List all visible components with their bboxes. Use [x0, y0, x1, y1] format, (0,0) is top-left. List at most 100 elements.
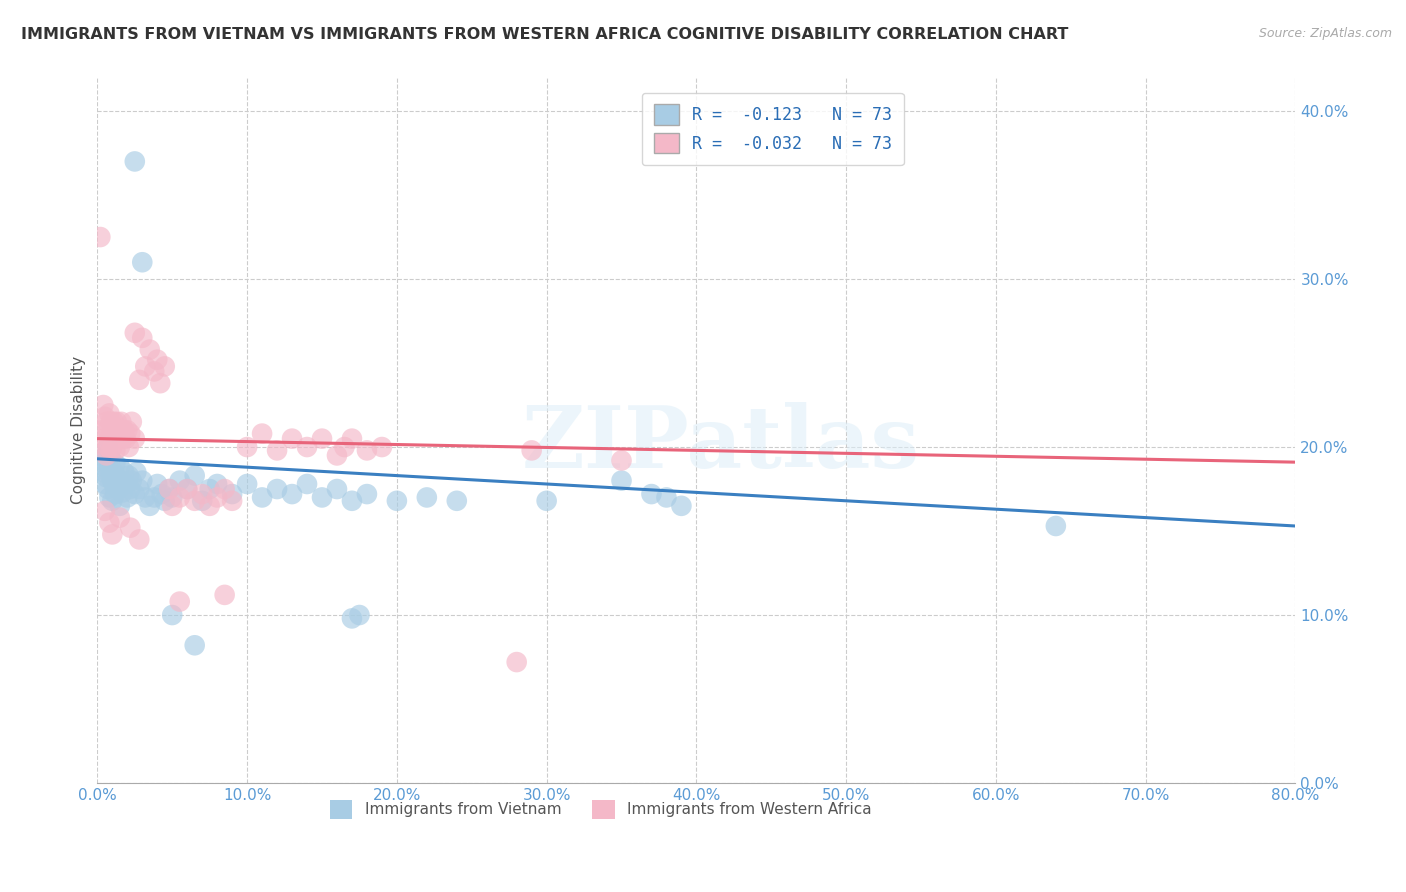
Point — [100, 468, 122, 483]
Point — [107, 432, 129, 446]
Point — [108, 423, 131, 437]
Point — [117, 423, 139, 437]
Point — [98, 406, 121, 420]
Point — [105, 470, 128, 484]
Point — [160, 491, 183, 505]
Point — [153, 493, 176, 508]
Point — [183, 493, 205, 508]
Point — [326, 449, 349, 463]
Point — [94, 409, 117, 424]
Point — [416, 491, 439, 505]
Point — [153, 359, 176, 374]
Point — [97, 482, 120, 496]
Point — [371, 440, 394, 454]
Point — [124, 326, 146, 340]
Point — [103, 477, 125, 491]
Point — [221, 487, 243, 501]
Point — [176, 482, 198, 496]
Point — [157, 482, 180, 496]
Point — [112, 465, 135, 479]
Point — [94, 504, 117, 518]
Point — [101, 474, 124, 488]
Point — [96, 470, 118, 484]
Point — [198, 482, 221, 496]
Point — [340, 493, 363, 508]
Point — [1045, 519, 1067, 533]
Point — [169, 491, 191, 505]
Point — [139, 499, 162, 513]
Point — [150, 487, 173, 501]
Point — [205, 477, 228, 491]
Point — [101, 527, 124, 541]
Point — [96, 415, 118, 429]
Point — [124, 154, 146, 169]
Point — [349, 608, 371, 623]
Point — [111, 432, 134, 446]
Point — [94, 440, 117, 454]
Point — [266, 443, 288, 458]
Point — [191, 493, 214, 508]
Point — [640, 487, 662, 501]
Point — [214, 482, 236, 496]
Point — [98, 432, 121, 446]
Point — [205, 491, 228, 505]
Point — [326, 482, 349, 496]
Point — [104, 457, 127, 471]
Point — [134, 491, 156, 505]
Point — [114, 432, 136, 446]
Point — [100, 451, 122, 466]
Point — [97, 440, 120, 454]
Point — [169, 594, 191, 608]
Point — [131, 474, 153, 488]
Point — [198, 499, 221, 513]
Point — [108, 510, 131, 524]
Point — [104, 487, 127, 501]
Point — [103, 415, 125, 429]
Point — [281, 487, 304, 501]
Point — [105, 415, 128, 429]
Point — [101, 440, 124, 454]
Point — [112, 423, 135, 437]
Point — [108, 440, 131, 454]
Point — [117, 491, 139, 505]
Point — [101, 493, 124, 508]
Point — [536, 493, 558, 508]
Point — [221, 493, 243, 508]
Point — [295, 477, 318, 491]
Point — [98, 460, 121, 475]
Point — [101, 423, 124, 437]
Point — [157, 482, 180, 496]
Point — [266, 482, 288, 496]
Point — [146, 352, 169, 367]
Point — [93, 432, 115, 446]
Text: ZIPatlas: ZIPatlas — [522, 402, 920, 486]
Point — [89, 230, 111, 244]
Point — [333, 440, 356, 454]
Point — [120, 426, 142, 441]
Point — [114, 477, 136, 491]
Point — [103, 432, 125, 446]
Point — [311, 491, 333, 505]
Point — [97, 423, 120, 437]
Point — [120, 482, 142, 496]
Point — [108, 460, 131, 475]
Point — [143, 491, 166, 505]
Point — [124, 432, 146, 446]
Point — [176, 482, 198, 496]
Point — [128, 482, 150, 496]
Point — [149, 376, 172, 391]
Point — [139, 343, 162, 357]
Point — [96, 449, 118, 463]
Y-axis label: Cognitive Disability: Cognitive Disability — [72, 356, 86, 504]
Text: IMMIGRANTS FROM VIETNAM VS IMMIGRANTS FROM WESTERN AFRICA COGNITIVE DISABILITY C: IMMIGRANTS FROM VIETNAM VS IMMIGRANTS FR… — [21, 27, 1069, 42]
Point — [93, 465, 115, 479]
Point — [100, 443, 122, 458]
Point — [128, 373, 150, 387]
Point — [311, 432, 333, 446]
Point — [160, 499, 183, 513]
Point — [610, 474, 633, 488]
Point — [94, 477, 117, 491]
Point — [446, 493, 468, 508]
Legend: Immigrants from Vietnam, Immigrants from Western Africa: Immigrants from Vietnam, Immigrants from… — [323, 794, 877, 825]
Point — [160, 608, 183, 623]
